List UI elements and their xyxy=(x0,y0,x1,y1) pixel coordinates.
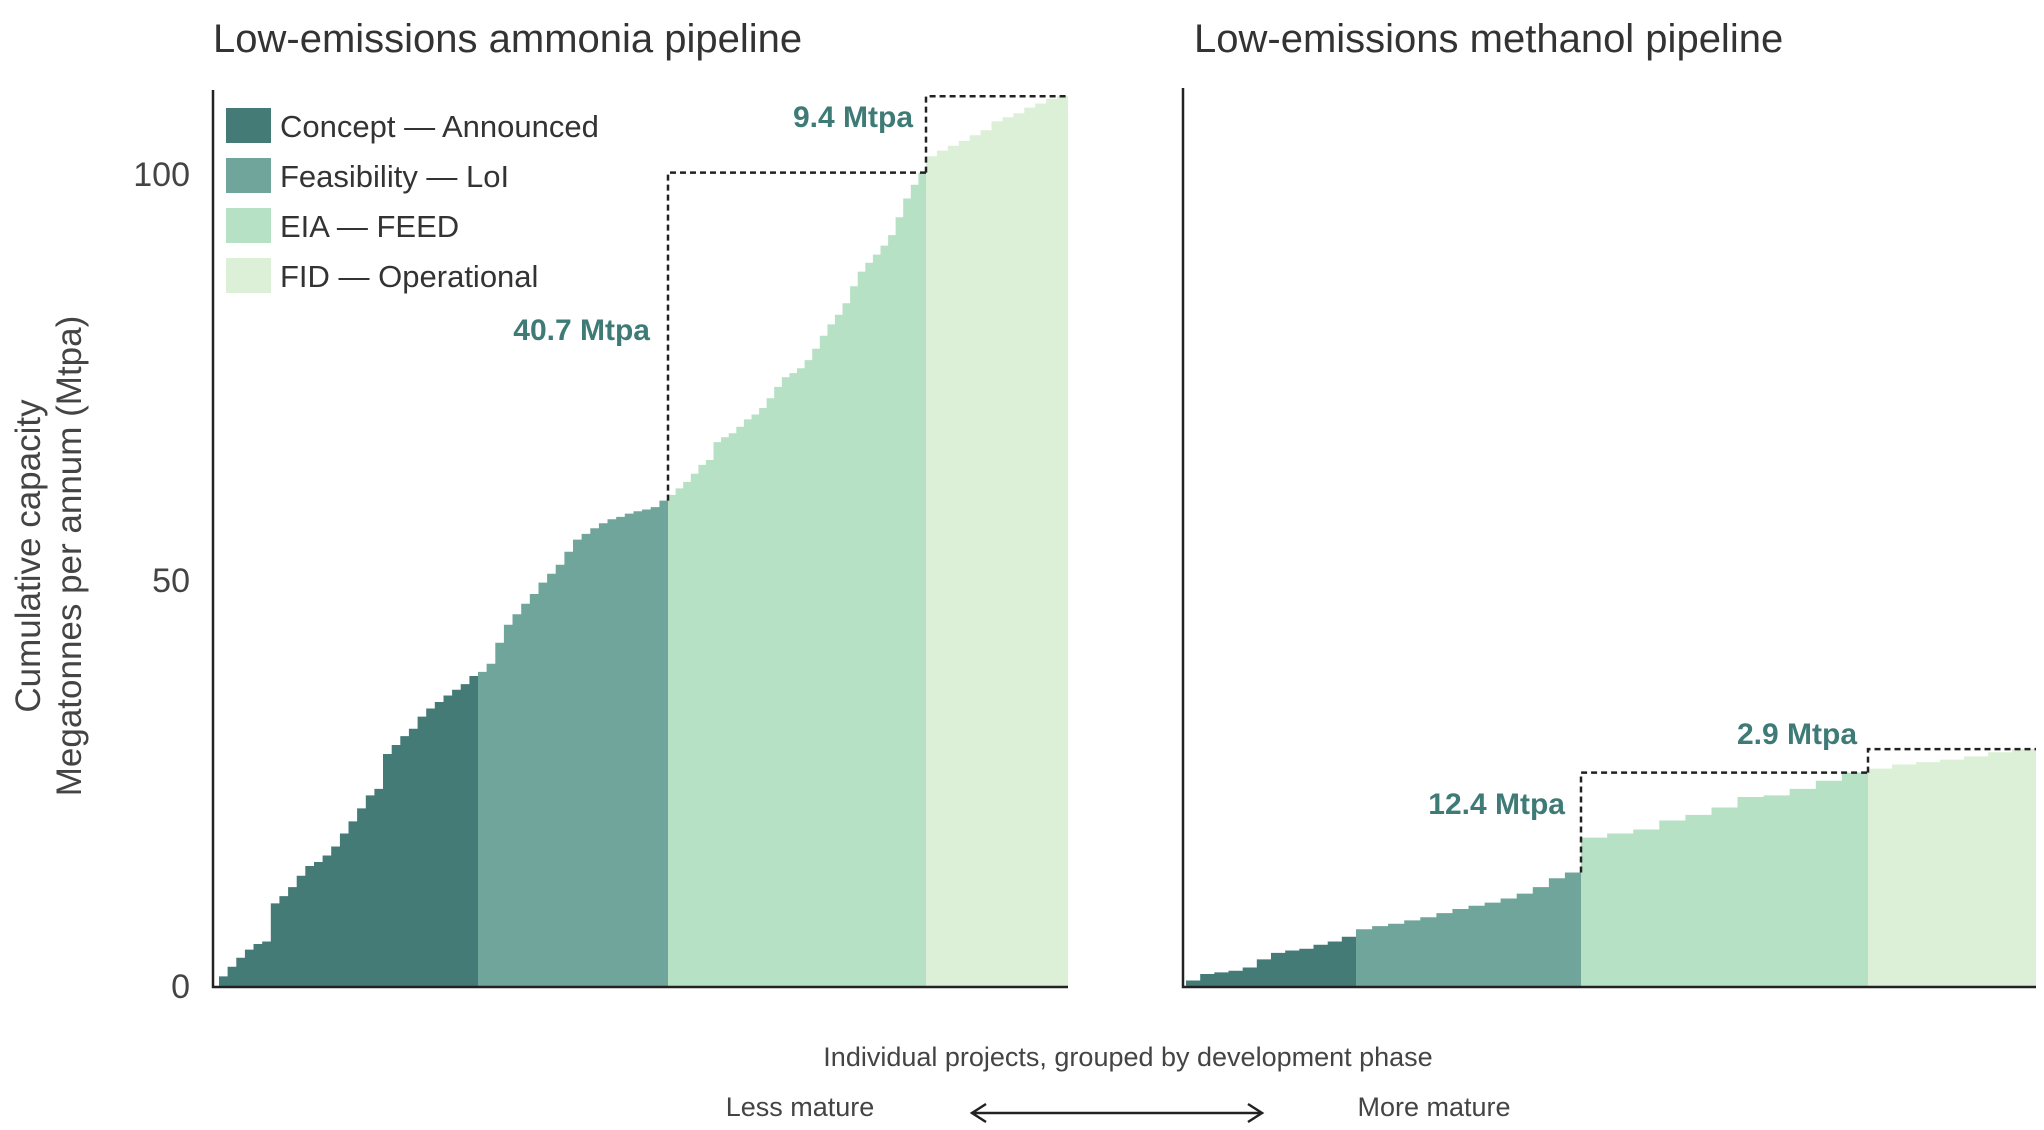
ammonia-axes xyxy=(211,90,1068,989)
methanol-annotation-2: 2.9 Mtpa xyxy=(1737,718,1857,751)
ammonia-concept-area xyxy=(219,676,478,987)
methanol-axes xyxy=(1181,88,2036,989)
legend-swatch-eia xyxy=(226,208,271,243)
ammonia-annotation-2: 9.4 Mtpa xyxy=(793,101,913,134)
legend-label-fid: FID — Operational xyxy=(280,259,538,294)
methanol-bracket-1 xyxy=(1579,771,1868,873)
ammonia-fid-area xyxy=(926,96,1068,987)
maturity-arrow-icon xyxy=(969,1102,1265,1124)
legend-swatch-fid xyxy=(226,258,271,293)
ammonia-bracket-1 xyxy=(666,171,926,501)
ammonia-annotation-1: 40.7 Mtpa xyxy=(513,314,650,347)
less-mature-label: Less mature xyxy=(726,1092,875,1122)
methanol-bracket-2 xyxy=(1866,747,2036,773)
methanol-area-series xyxy=(1186,749,2036,987)
methanol-concept-area xyxy=(1186,936,1356,987)
legend-swatch-concept xyxy=(226,108,271,143)
ammonia-feasibility-area xyxy=(478,500,668,987)
capacity-annotations: 40.7 Mtpa 9.4 Mtpa 12.4 Mtpa 2.9 Mtpa xyxy=(513,94,2036,873)
y-tick-0: 0 xyxy=(171,968,190,1006)
ammonia-bracket-2 xyxy=(924,94,1068,173)
ammonia-eia-area xyxy=(668,172,926,988)
legend-label-feasibility: Feasibility — LoI xyxy=(280,159,509,194)
legend-label-concept: Concept — Announced xyxy=(280,109,599,144)
ammonia-panel-title: Low-emissions ammonia pipeline xyxy=(213,17,802,61)
x-axis-label: Individual projects, grouped by developm… xyxy=(823,1042,1432,1072)
methanol-panel-title: Low-emissions methanol pipeline xyxy=(1194,17,1783,61)
legend-swatch-feasibility xyxy=(226,158,271,193)
methanol-fid-area xyxy=(1868,749,2036,987)
legend-label-eia: EIA — FEED xyxy=(280,209,459,244)
y-tick-50: 50 xyxy=(152,562,190,600)
y-tick-100: 100 xyxy=(133,156,190,194)
ammonia-area-series xyxy=(219,96,1068,988)
y-axis-label-line1: Cumulative capacity xyxy=(9,399,48,713)
more-mature-label: More mature xyxy=(1357,1092,1510,1122)
methanol-annotation-1: 12.4 Mtpa xyxy=(1428,788,1565,821)
methanol-eia-area xyxy=(1581,772,1868,987)
methanol-feasibility-area xyxy=(1356,872,1581,987)
y-axis-label-line2: Megatonnes per annum (Mtpa) xyxy=(50,316,89,797)
legend: Concept — Announced Feasibility — LoI EI… xyxy=(226,108,599,294)
